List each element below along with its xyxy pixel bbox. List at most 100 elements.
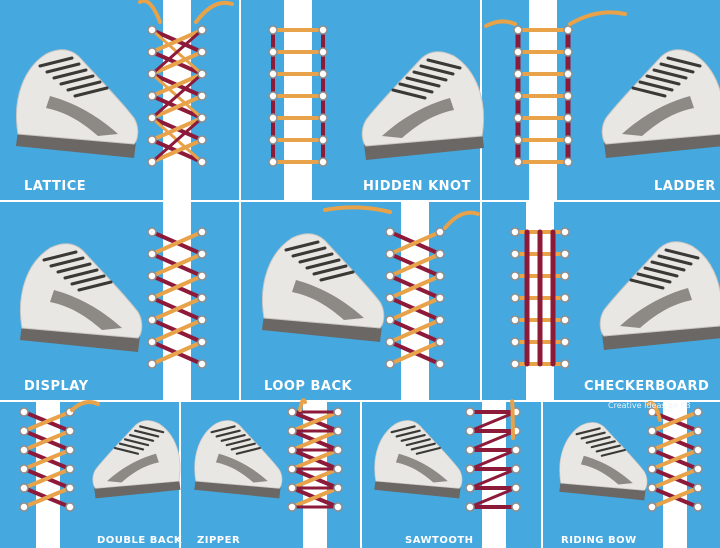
- eyelet: [197, 249, 207, 259]
- eyelet: [147, 25, 157, 35]
- shoe-lace: [59, 74, 95, 86]
- shoe-lace: [63, 268, 99, 280]
- lace-tail: [194, 0, 234, 24]
- shoe-lace: [220, 433, 246, 442]
- shoe-lace: [412, 70, 448, 82]
- eyelet: [435, 359, 445, 369]
- eyelet: [147, 227, 157, 237]
- eyelet: [287, 483, 297, 493]
- eyelet: [511, 464, 521, 474]
- lace-segment: [150, 116, 204, 164]
- shoe-stripe: [382, 98, 454, 138]
- sneaker-illustration: [194, 420, 283, 499]
- lace-segment: [388, 318, 442, 344]
- shoe-lace: [235, 446, 261, 455]
- shoe-lace: [400, 433, 426, 442]
- lace-segment: [150, 340, 204, 366]
- eyelet: [465, 483, 475, 493]
- eyelet: [563, 135, 573, 145]
- eyelet: [333, 445, 343, 455]
- lace-segment: [468, 486, 518, 509]
- shoe-lace: [70, 274, 106, 286]
- eyelet: [197, 157, 207, 167]
- eyelet: [465, 426, 475, 436]
- shoe-lace: [305, 258, 341, 270]
- eyelet: [693, 445, 703, 455]
- eyelet: [563, 157, 573, 167]
- lace-segment: [150, 50, 204, 76]
- shoe-lace: [636, 272, 672, 284]
- eyelet: [513, 25, 523, 35]
- shoe-lace: [73, 86, 109, 98]
- shoe-stripe: [215, 453, 268, 483]
- eyelet: [197, 91, 207, 101]
- lace-segment: [150, 318, 204, 344]
- shoe-stripe: [46, 96, 118, 136]
- eyelet: [287, 464, 297, 474]
- eyelet: [647, 502, 657, 512]
- eyelet: [333, 426, 343, 436]
- sneaker-illustration: [361, 51, 485, 160]
- lace-segment: [22, 467, 72, 490]
- eyelet: [268, 91, 278, 101]
- lace-segment: [290, 467, 340, 490]
- lace-segment: [468, 467, 518, 490]
- eyelet: [435, 337, 445, 347]
- eyelet: [19, 464, 29, 474]
- lace-segment: [650, 448, 700, 471]
- eyelet: [19, 407, 29, 417]
- eyelet: [465, 445, 475, 455]
- shoe-lace: [284, 240, 320, 252]
- eyelet: [385, 315, 395, 325]
- lace-segment: [290, 486, 340, 509]
- strip-display: [163, 202, 191, 400]
- eyelet: [513, 135, 523, 145]
- shoe-lace: [139, 425, 165, 434]
- shoe-lace: [631, 86, 667, 98]
- shoe-sole: [559, 480, 646, 501]
- eyelet: [65, 426, 75, 436]
- eyelet: [197, 69, 207, 79]
- shoe-lace: [643, 266, 679, 278]
- eyelet: [147, 113, 157, 123]
- lace-tail: [510, 399, 515, 440]
- eyelet: [268, 25, 278, 35]
- eyelet: [318, 135, 328, 145]
- eyelet: [197, 359, 207, 369]
- lace-segment: [150, 116, 204, 142]
- eyelet: [465, 464, 475, 474]
- eyelet: [435, 315, 445, 325]
- shoe-lace: [52, 68, 88, 80]
- sneaker-illustration: [261, 233, 385, 342]
- eyelet: [318, 157, 328, 167]
- lace-segment: [150, 230, 204, 256]
- shoe-lace: [410, 442, 436, 451]
- eyelet: [385, 293, 395, 303]
- lace-segment: [22, 410, 72, 433]
- shoe-lace: [419, 64, 455, 76]
- eyelet: [511, 445, 521, 455]
- eyelet: [435, 227, 445, 237]
- shoe-upper: [601, 49, 720, 145]
- eyelet: [197, 47, 207, 57]
- eyelet: [510, 271, 520, 281]
- eyelet: [510, 315, 520, 325]
- shoe-lace: [319, 270, 355, 282]
- eyelet: [147, 157, 157, 167]
- eyelet: [563, 47, 573, 57]
- lace-tail: [323, 205, 392, 214]
- eyelet: [19, 483, 29, 493]
- sneaker-illustration: [19, 243, 143, 352]
- eyelet: [385, 359, 395, 369]
- shoe-stripe: [107, 453, 159, 483]
- sneaker-illustration: [559, 422, 648, 501]
- eyelet: [197, 135, 207, 145]
- label-hidden-knot: HIDDEN KNOT: [363, 179, 471, 194]
- lace-segment: [388, 274, 442, 300]
- lace-tail: [70, 400, 100, 412]
- sneaker-illustration: [15, 49, 139, 158]
- shoe-lace: [210, 425, 236, 434]
- eyelet: [197, 227, 207, 237]
- lace-segment: [150, 72, 204, 120]
- shoe-lace: [312, 264, 348, 276]
